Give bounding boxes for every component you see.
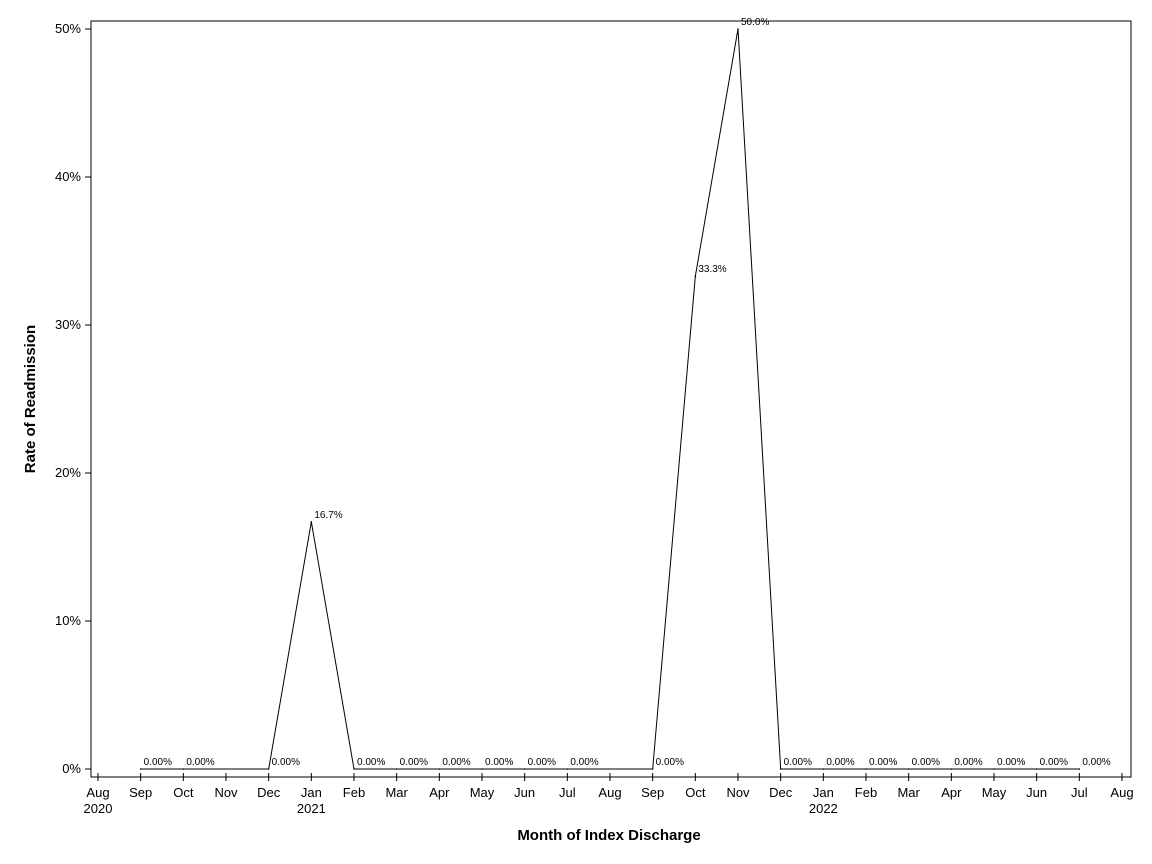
x-tick-label: Mar — [385, 785, 408, 800]
data-point — [651, 768, 654, 770]
data-point — [907, 768, 910, 770]
y-axis-title: Rate of Readmission — [22, 325, 39, 473]
x-tick-label: Jan — [301, 785, 322, 800]
x-tick-label: Apr — [429, 785, 450, 800]
data-point — [822, 768, 825, 770]
data-point — [310, 521, 313, 523]
data-label: 0.00% — [912, 757, 940, 768]
x-tick-label: Dec — [257, 785, 281, 800]
data-point — [353, 768, 355, 770]
x-tick-label: Aug — [1110, 785, 1133, 800]
x-tick-year-label: 2020 — [84, 801, 113, 816]
x-tick-label: Nov — [726, 785, 750, 800]
data-point — [182, 768, 185, 770]
x-tick-label: May — [470, 785, 495, 800]
series-layer — [139, 28, 1081, 770]
x-axis-title: Month of Index Discharge — [517, 827, 700, 844]
x-tick-label: Jun — [514, 785, 535, 800]
data-label: 0.00% — [442, 757, 470, 768]
data-label: 0.00% — [1040, 757, 1068, 768]
x-tick-label: Jun — [1026, 785, 1047, 800]
data-label: 0.00% — [656, 757, 684, 768]
plot-frame — [90, 20, 1132, 778]
data-labels: 0.00% 0.00% 0.00% 16.7% 0.00% 0.00% 0.00% 0.00%… — [144, 17, 1111, 768]
y-axis: 0% 10% 20% 30% 40% 50% — [55, 21, 91, 776]
data-label: 0.00% — [144, 757, 172, 768]
x-tick-label: Nov — [214, 785, 238, 800]
data-point — [993, 768, 995, 770]
y-tick-label: 10% — [55, 613, 81, 628]
x-tick-label: Feb — [855, 785, 877, 800]
x-tick-label: May — [982, 785, 1007, 800]
x-tick-label: Apr — [941, 785, 962, 800]
data-point — [1035, 768, 1038, 770]
data-point — [481, 768, 483, 770]
data-label: 0.00% — [186, 757, 214, 768]
x-tick-label: Sep — [641, 785, 664, 800]
x-tick-label: Dec — [769, 785, 793, 800]
data-label: 0.00% — [826, 757, 854, 768]
y-tick-label: 50% — [55, 21, 81, 36]
y-tick-label: 0% — [62, 761, 81, 776]
x-tick-label: Aug — [86, 785, 109, 800]
x-tick-label: Aug — [598, 785, 621, 800]
data-label: 33.3% — [698, 264, 726, 275]
data-label: 0.00% — [570, 757, 598, 768]
data-label: 0.00% — [784, 757, 812, 768]
data-point — [438, 768, 441, 770]
y-tick-label: 20% — [55, 465, 81, 480]
data-label: 0.00% — [400, 757, 428, 768]
data-label: 0.00% — [869, 757, 897, 768]
x-tick-year-label: 2021 — [297, 801, 326, 816]
x-tick-label: Mar — [897, 785, 920, 800]
data-label: 0.00% — [485, 757, 513, 768]
y-tick-label: 40% — [55, 169, 81, 184]
data-point — [566, 768, 569, 770]
data-point — [267, 768, 270, 770]
data-label: 0.00% — [954, 757, 982, 768]
data-point — [737, 28, 739, 30]
data-point — [694, 275, 697, 277]
data-point — [523, 768, 526, 770]
data-label: 0.00% — [357, 757, 385, 768]
data-point — [1078, 768, 1081, 770]
data-label: 50.0% — [741, 17, 769, 28]
x-tick-label: Oct — [173, 785, 194, 800]
x-tick-label: Oct — [685, 785, 706, 800]
data-point — [865, 768, 867, 770]
data-label: 0.00% — [997, 757, 1025, 768]
x-tick-label: Feb — [343, 785, 365, 800]
x-tick-label: Jul — [559, 785, 576, 800]
x-tick-label: Jul — [1071, 785, 1088, 800]
data-point — [779, 768, 782, 770]
data-label: 0.00% — [528, 757, 556, 768]
x-tick-label: Sep — [129, 785, 152, 800]
data-label: 0.00% — [1082, 757, 1110, 768]
y-tick-label: 30% — [55, 317, 81, 332]
data-point — [139, 768, 142, 770]
data-label: 0.00% — [272, 757, 300, 768]
series-line — [140, 28, 1080, 770]
x-tick-label: Jan — [813, 785, 834, 800]
data-point — [395, 768, 398, 770]
data-label: 16.7% — [314, 510, 342, 521]
data-point — [950, 768, 953, 770]
x-tick-year-label: 2022 — [809, 801, 838, 816]
